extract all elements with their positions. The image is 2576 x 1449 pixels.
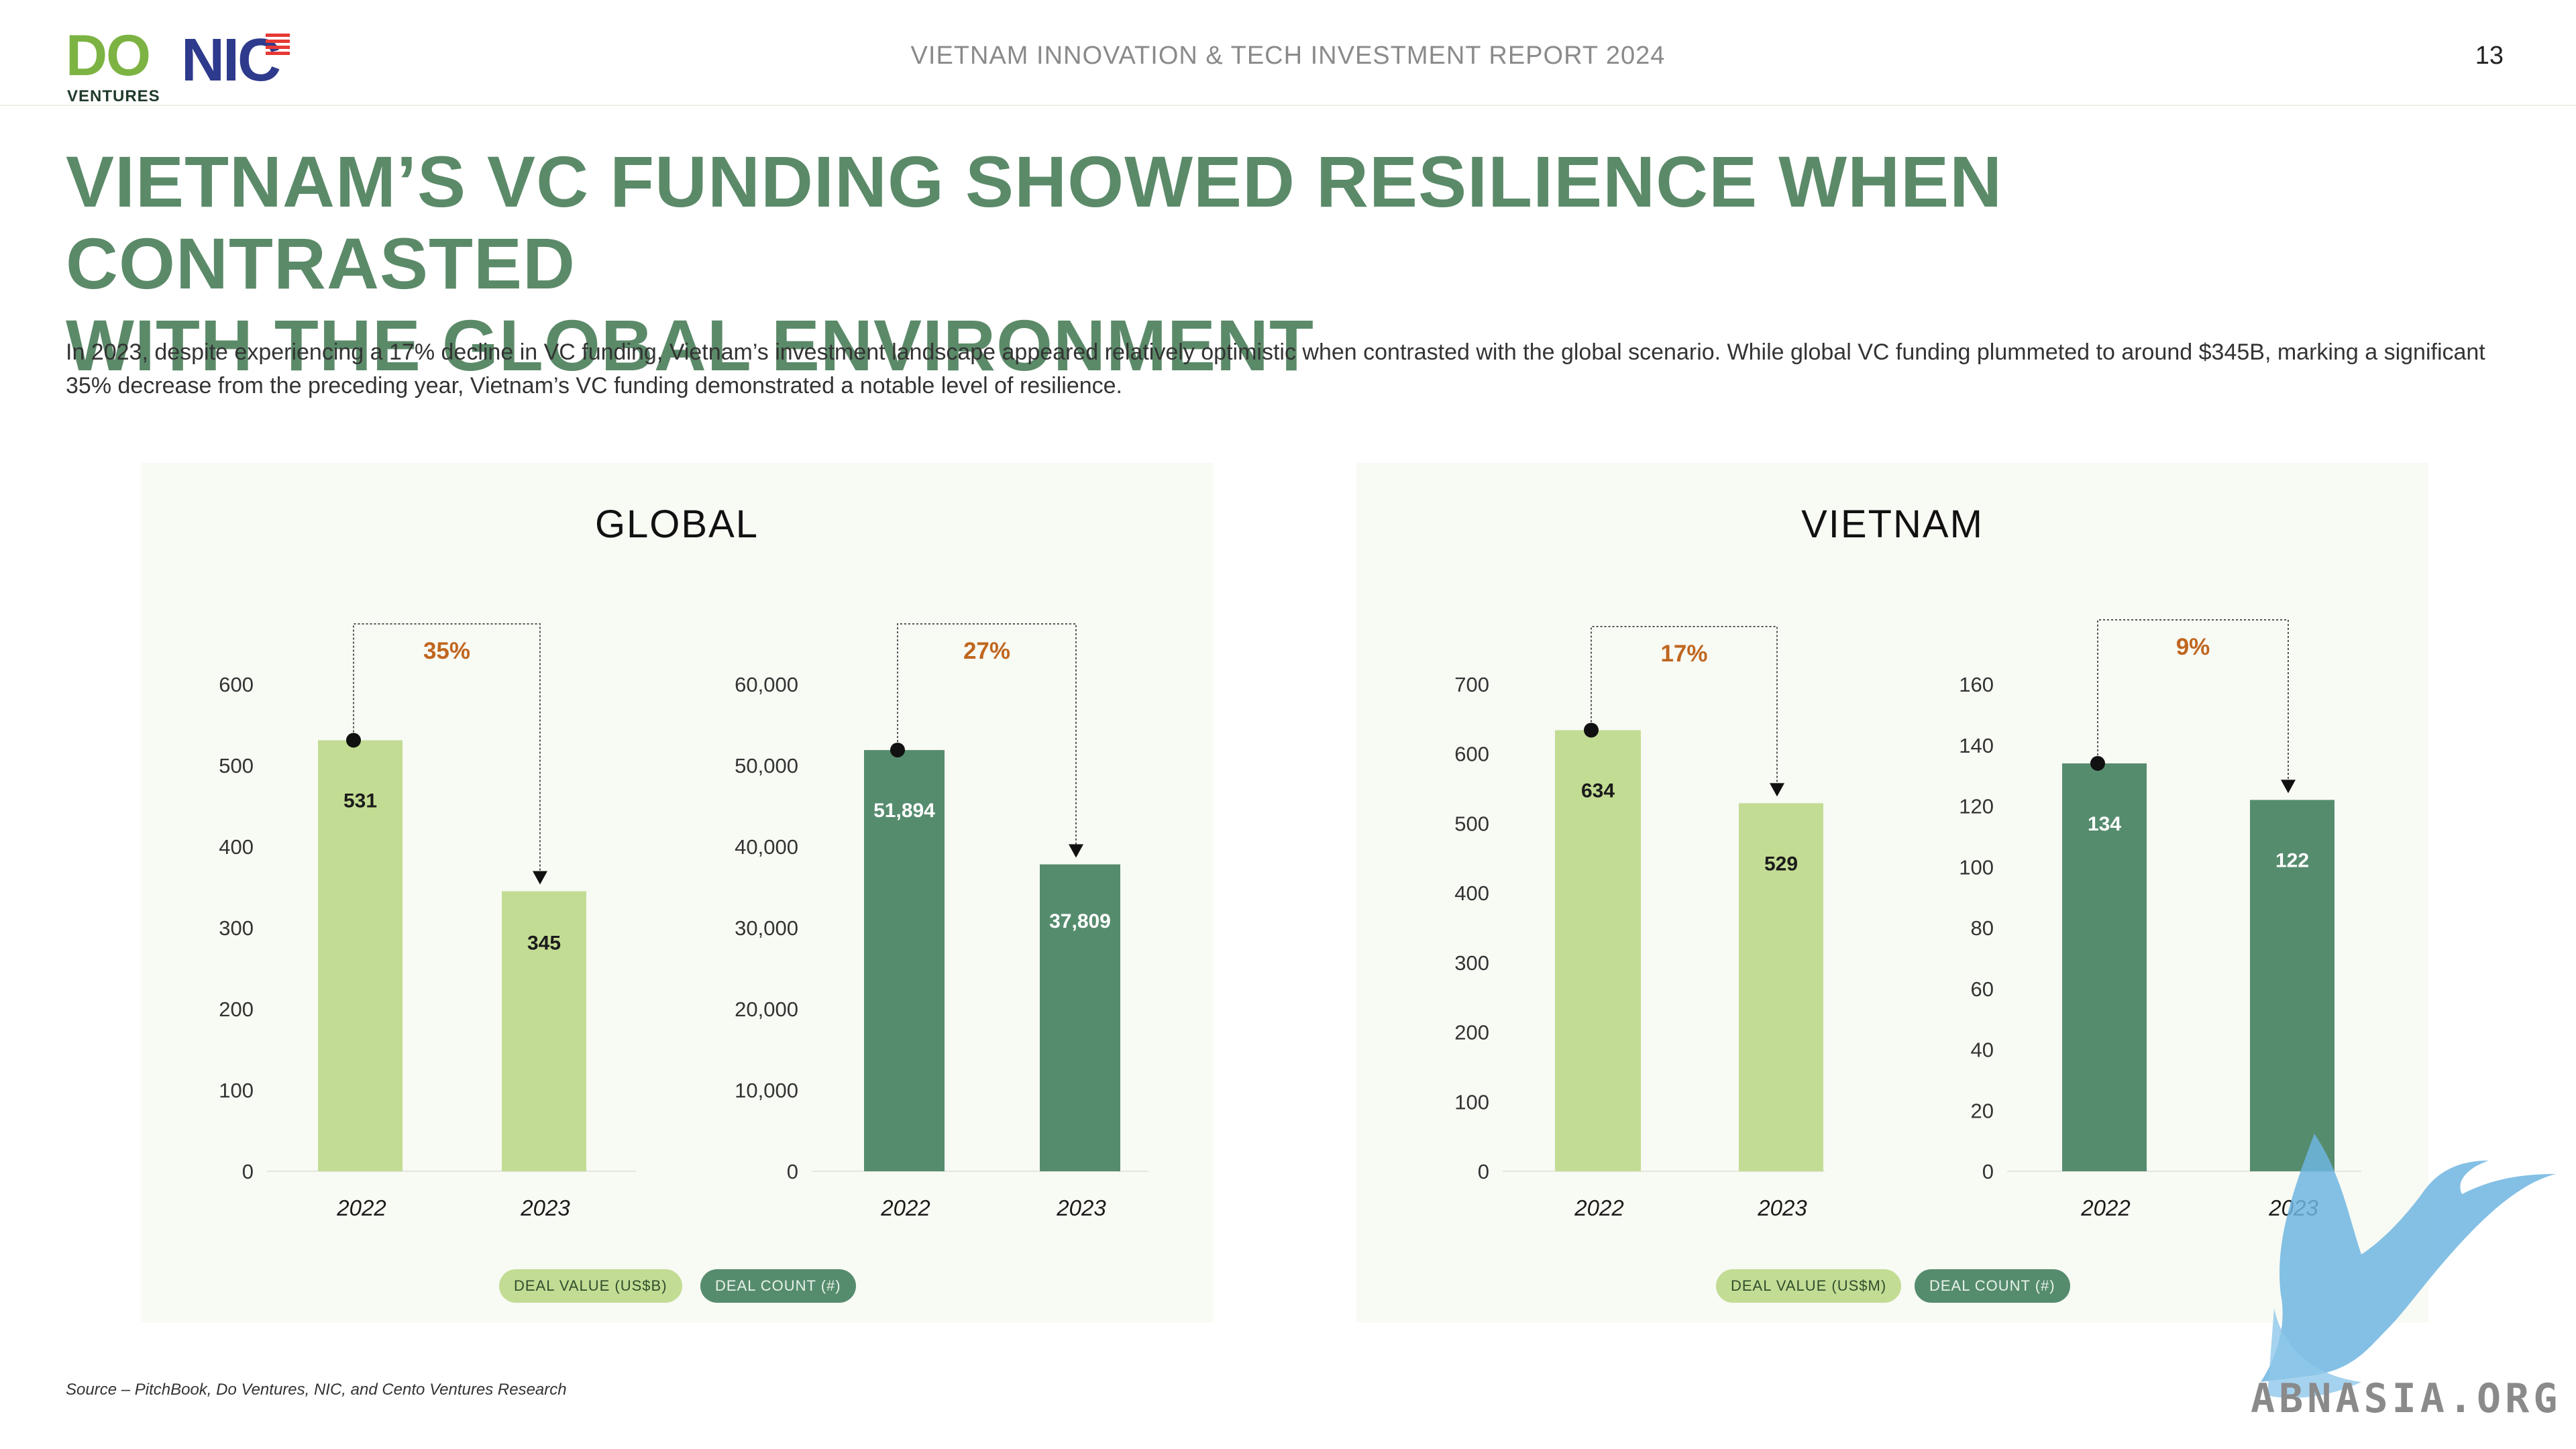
global-deal-value-ytick-label: 300 <box>219 916 254 940</box>
vietnam-deal-value-ytick-label: 0 <box>1478 1160 1489 1183</box>
global-deal-value-bar-2022 <box>318 740 402 1171</box>
vietnam-deal-count-change-start-dot <box>2090 755 2105 771</box>
global-deal-count-ytick-label: 40,000 <box>735 835 798 859</box>
global-deal-value-change-start-dot <box>346 733 361 748</box>
nic-logo: NIC <box>181 27 281 94</box>
vietnam-panel-title: VIETNAM <box>1801 502 1984 546</box>
global-deal-count-data-label-2023: 37,809 <box>1049 910 1111 932</box>
global-deal-count-bar-2023 <box>1040 864 1120 1171</box>
global-deal-count-change-arrow <box>1069 844 1083 858</box>
vietnam-deal-count-ytick-label: 160 <box>1959 673 1994 696</box>
global-deal-value-data-label-2022: 531 <box>343 790 377 812</box>
vietnam-panel <box>1356 463 2428 1323</box>
headline-line-1: VIETNAM’S VC FUNDING SHOWED RESILIENCE W… <box>66 141 2003 304</box>
source-note: Source – PitchBook, Do Ventures, NIC, an… <box>66 1381 567 1399</box>
vietnam-legend-deal-count: DEAL COUNT (#) <box>1915 1269 2070 1303</box>
global-deal-count-ytick-label: 60,000 <box>735 673 798 696</box>
vietnam-deal-value-ytick-label: 100 <box>1454 1090 1489 1114</box>
global-deal-count-category-label: 2023 <box>1056 1195 1106 1220</box>
vietnam-deal-value-ytick-label: 600 <box>1454 743 1489 766</box>
global-deal-count-ytick-label: 50,000 <box>735 754 798 777</box>
vietnam-deal-count-change-bracket <box>2097 619 2289 782</box>
vietnam-legend-deal-value: DEAL VALUE (US$M) <box>1716 1269 1902 1303</box>
global-deal-count-ytick-label: 30,000 <box>735 916 798 940</box>
vietnam-deal-value-ytick-label: 700 <box>1454 673 1489 696</box>
vietnam-deal-count-change-arrow <box>2281 780 2296 794</box>
global-deal-count-ytick-label: 20,000 <box>735 998 798 1021</box>
global-deal-value-change-bracket <box>353 623 541 873</box>
global-deal-count-data-label-2022: 51,894 <box>873 800 935 822</box>
vietnam-deal-value-change-start-dot <box>1584 722 1599 738</box>
vietnam-deal-value-ytick-label: 300 <box>1454 951 1489 975</box>
global-deal-count-category-label: 2022 <box>880 1195 930 1220</box>
griffin-watermark-icon <box>2261 1134 2556 1398</box>
intro-paragraph: In 2023, despite experiencing a 17% decl… <box>66 339 2485 398</box>
global-deal-count-change-label: 27% <box>963 638 1010 664</box>
global-deal-value-change-label: 35% <box>423 638 470 664</box>
global-deal-value-ytick-label: 0 <box>242 1160 254 1183</box>
vietnam-deal-count-bar-2023 <box>2250 800 2334 1171</box>
global-deal-value-ytick-label: 600 <box>219 673 254 696</box>
vietnam-deal-value-data-label-2023: 529 <box>1764 853 1798 875</box>
vietnam-deal-count-ytick-label: 40 <box>1971 1038 1994 1062</box>
vietnam-deal-value-ytick-label: 500 <box>1454 812 1489 835</box>
vietnam-deal-value-change-label: 17% <box>1660 641 1707 667</box>
vietnam-deal-value-ytick-label: 400 <box>1454 881 1489 905</box>
global-panel-title: GLOBAL <box>594 502 759 546</box>
vietnam-deal-count-data-label-2022: 134 <box>2088 813 2121 835</box>
vietnam-deal-value-ytick-label: 200 <box>1454 1021 1489 1044</box>
global-deal-value-category-label: 2022 <box>336 1195 386 1220</box>
global-deal-value-ytick-label: 100 <box>219 1079 254 1102</box>
do-ventures-logo: DO VENTURES <box>66 23 160 105</box>
global-legend-deal-count: DEAL COUNT (#) <box>700 1269 856 1303</box>
vietnam-deal-value-bar-2022 <box>1555 730 1641 1171</box>
global-deal-value-ytick-label: 400 <box>219 835 254 859</box>
global-deal-count-ytick-label: 0 <box>787 1160 798 1183</box>
vietnam-deal-count-ytick-label: 20 <box>1971 1099 1994 1122</box>
global-legend-deal-value: DEAL VALUE (US$B) <box>499 1269 682 1303</box>
global-deal-value-ytick-label: 500 <box>219 754 254 777</box>
vietnam-deal-value-category-label: 2023 <box>1757 1195 1807 1220</box>
nic-logo-stripes-icon <box>266 34 290 60</box>
global-deal-count-bar-2022 <box>864 750 945 1171</box>
vietnam-deal-value-change-arrow <box>1770 783 1784 797</box>
vietnam-deal-count-ytick-label: 140 <box>1959 734 1994 757</box>
global-deal-value-data-label-2023: 345 <box>527 932 561 955</box>
vietnam-deal-count-category-label: 2022 <box>2080 1195 2130 1220</box>
header-divider <box>0 105 2576 106</box>
global-deal-value-category-label: 2023 <box>520 1195 570 1220</box>
vietnam-deal-count-change-label: 9% <box>2176 634 2210 660</box>
do-ventures-logo-mark: DO <box>66 23 151 88</box>
vietnam-deal-value-category-label: 2022 <box>1574 1195 1623 1220</box>
global-deal-value-ytick-label: 200 <box>219 998 254 1021</box>
global-deal-value-bar-2023 <box>502 891 586 1171</box>
global-deal-count-ytick-label: 10,000 <box>735 1079 798 1102</box>
report-title: VIETNAM INNOVATION & TECH INVESTMENT REP… <box>910 42 1666 70</box>
vietnam-deal-count-ytick-label: 80 <box>1971 916 1994 940</box>
watermark-text: ABNASIA.ORG <box>2251 1375 2562 1422</box>
global-deal-count-change-start-dot <box>890 743 905 758</box>
do-ventures-logo-sub: VENTURES <box>67 87 160 105</box>
global-deal-count-change-bracket <box>897 623 1077 846</box>
vietnam-deal-count-ytick-label: 120 <box>1959 795 1994 818</box>
global-deal-value-change-arrow <box>533 871 547 885</box>
page-number: 13 <box>2475 42 2504 70</box>
vietnam-deal-count-ytick-label: 100 <box>1959 855 1994 879</box>
vietnam-deal-count-data-label-2023: 122 <box>2275 849 2309 871</box>
page-headline: VIETNAM’S VC FUNDING SHOWED RESILIENCE W… <box>66 141 2481 386</box>
vietnam-deal-value-data-label-2022: 634 <box>1581 780 1615 802</box>
vietnam-deal-count-ytick-label: 60 <box>1971 977 1994 1001</box>
headline-line-2: WITH THE GLOBAL ENVIRONMENT <box>66 305 1314 386</box>
vietnam-deal-count-ytick-label: 0 <box>1982 1160 1994 1183</box>
vietnam-deal-value-bar-2023 <box>1739 803 1823 1171</box>
vietnam-deal-count-bar-2022 <box>2062 763 2147 1171</box>
